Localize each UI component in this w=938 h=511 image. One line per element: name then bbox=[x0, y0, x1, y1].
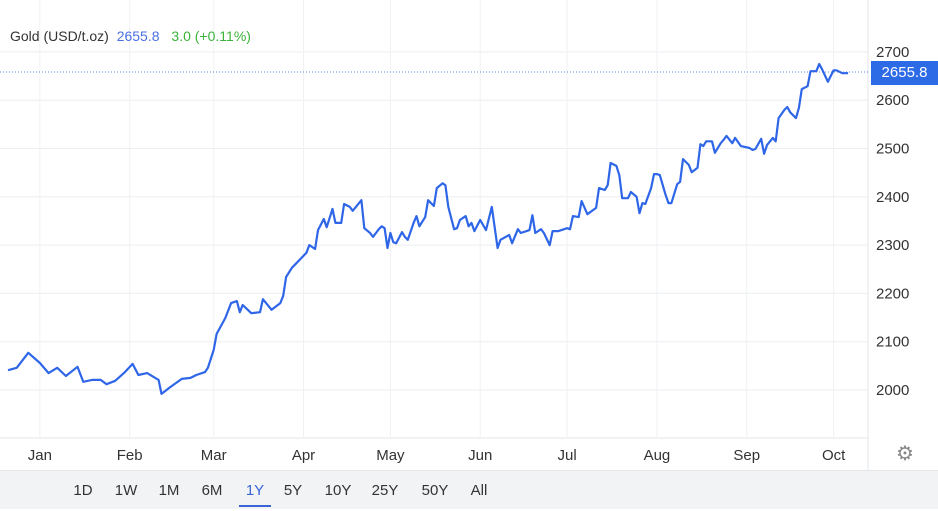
series-line bbox=[8, 64, 848, 394]
legend-change: 3.0 (+0.11%) bbox=[171, 28, 251, 44]
chart-legend: Gold (USD/t.oz) 2655.8 3.0 (+0.11%) bbox=[10, 28, 251, 44]
range-6m-button[interactable]: 6M bbox=[198, 471, 226, 507]
x-axis: Jan Feb Mar Apr May Jun Jul Aug Sep Oct bbox=[28, 447, 846, 464]
y-tick-label: 2100 bbox=[876, 334, 909, 351]
range-50y-button[interactable]: 50Y bbox=[418, 471, 452, 507]
range-1m-button[interactable]: 1M bbox=[155, 471, 183, 507]
x-tick-label: Jan bbox=[28, 447, 52, 464]
range-25y-button[interactable]: 25Y bbox=[368, 471, 402, 507]
gear-icon[interactable]: ⚙ bbox=[895, 444, 915, 464]
range-1w-button[interactable]: 1W bbox=[112, 471, 140, 507]
range-5y-button[interactable]: 5Y bbox=[281, 471, 305, 507]
range-1y-button[interactable]: 1Y bbox=[239, 471, 271, 507]
y-tick-label: 2500 bbox=[876, 141, 909, 158]
last-price-tag: 2655.8 bbox=[871, 61, 938, 85]
x-tick-label: Oct bbox=[822, 447, 846, 464]
range-all-button[interactable]: All bbox=[467, 471, 491, 507]
x-tick-label: Sep bbox=[733, 447, 760, 464]
x-tick-label: Aug bbox=[644, 447, 671, 464]
y-tick-label: 2000 bbox=[876, 382, 909, 399]
y-tick-label: 2600 bbox=[876, 92, 909, 109]
x-tick-label: Feb bbox=[117, 447, 143, 464]
grid bbox=[0, 0, 868, 470]
x-tick-label: Jun bbox=[468, 447, 492, 464]
x-tick-label: Apr bbox=[292, 447, 315, 464]
data-points bbox=[8, 64, 848, 394]
y-tick-label: 2700 bbox=[876, 44, 909, 61]
y-tick-label: 2300 bbox=[876, 237, 909, 254]
x-tick-label: Mar bbox=[201, 447, 227, 464]
range-10y-button[interactable]: 10Y bbox=[321, 471, 355, 507]
x-tick-label: Jul bbox=[558, 447, 577, 464]
y-tick-label: 2200 bbox=[876, 285, 909, 302]
y-tick-label: 2400 bbox=[876, 189, 909, 206]
legend-price: 2655.8 bbox=[117, 28, 160, 44]
range-selector: 1D 1W 1M 6M 1Y 5Y 10Y 25Y 50Y All bbox=[0, 470, 938, 509]
range-1d-button[interactable]: 1D bbox=[70, 471, 96, 507]
x-tick-label: May bbox=[376, 447, 405, 464]
y-axis: 2000 2100 2200 2300 2400 2500 2600 2700 bbox=[876, 44, 909, 399]
instrument-name: Gold (USD/t.oz) bbox=[10, 28, 109, 44]
